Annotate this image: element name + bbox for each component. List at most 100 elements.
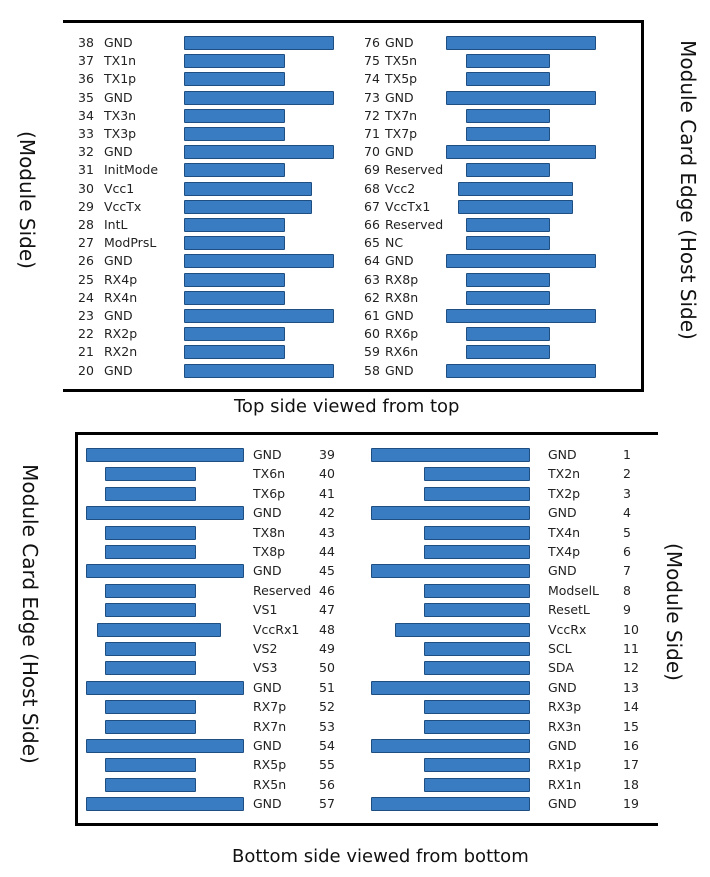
- pin-number: 29: [78, 198, 94, 214]
- pin-number: 30: [78, 180, 94, 196]
- top-left-side-label: (Module Side): [15, 131, 39, 269]
- pin-contact: [458, 181, 573, 196]
- pin-signal-name: NC: [385, 235, 404, 251]
- pin-number: 7: [623, 563, 631, 579]
- pin-signal-name: TX1n: [104, 53, 137, 69]
- pin-signal-name: GND: [253, 563, 282, 579]
- pin-signal-name: GND: [548, 796, 577, 812]
- pin-contact: [105, 758, 196, 773]
- pin-number: 36: [78, 71, 94, 87]
- pin-signal-name: ModselL: [548, 582, 600, 598]
- pin-signal-name: VccRx1: [253, 621, 300, 637]
- pin-number: 38: [78, 35, 94, 50]
- pin-contact: [184, 181, 312, 196]
- pin-contact: [466, 54, 550, 69]
- pin-signal-name: TX5p: [385, 71, 418, 87]
- pin-signal-name: GND: [253, 679, 282, 695]
- pin-contact: [466, 345, 550, 360]
- pin-signal-name: GND: [104, 89, 133, 105]
- pin-number: 45: [319, 563, 335, 579]
- pin-number: 59: [364, 344, 380, 360]
- pin-contact: [105, 642, 196, 656]
- pin-contact: [371, 564, 530, 579]
- pin-number: 3: [623, 485, 631, 501]
- pin-signal-name: GND: [548, 563, 577, 579]
- pin-contact: [458, 199, 573, 214]
- pin-signal-name: RX4n: [104, 289, 138, 305]
- pin-signal-name: Reserved: [253, 582, 312, 598]
- pin-signal-name: TX2p: [548, 485, 581, 501]
- pin-contact: [184, 290, 285, 305]
- pin-contact: [424, 603, 530, 618]
- pin-contact: [105, 777, 196, 792]
- pin-signal-name: GND: [385, 253, 414, 269]
- pin-number: 11: [623, 641, 639, 656]
- pin-contact: [424, 758, 530, 773]
- pin-number: 52: [319, 699, 335, 715]
- pin-signal-name: GND: [253, 738, 282, 753]
- pin-signal-name: RX3n: [548, 718, 582, 734]
- pin-contact: [105, 545, 196, 559]
- pin-number: 43: [319, 524, 335, 540]
- pin-number: 35: [78, 89, 94, 105]
- pin-signal-name: GND: [385, 362, 414, 378]
- pin-contact: [466, 163, 550, 178]
- pin-contact: [105, 486, 196, 501]
- pin-number: 60: [364, 326, 380, 342]
- pin-number: 41: [319, 485, 335, 501]
- pin-signal-name: GND: [104, 144, 133, 160]
- pin-number: 39: [319, 447, 335, 462]
- pin-number: 32: [78, 144, 94, 160]
- pin-contact: [424, 642, 530, 656]
- pin-signal-name: TX7n: [385, 107, 418, 123]
- pin-number: 19: [623, 796, 639, 812]
- pin-contact: [446, 90, 596, 105]
- pin-signal-name: VccTx: [104, 198, 142, 214]
- pin-number: 9: [623, 602, 631, 618]
- pin-number: 68: [364, 180, 380, 196]
- pin-signal-name: InitMode: [104, 162, 159, 178]
- pin-number: 15: [623, 718, 639, 734]
- pin-contact: [466, 272, 550, 287]
- pin-number: 28: [78, 217, 94, 232]
- pin-contact: [371, 797, 530, 812]
- pin-signal-name: RX3p: [548, 699, 582, 715]
- pin-contact: [105, 603, 196, 618]
- pin-signal-name: GND: [385, 89, 414, 105]
- pin-number: 62: [364, 289, 380, 305]
- pin-signal-name: GND: [104, 253, 133, 269]
- pin-number: 50: [319, 660, 335, 676]
- pin-number: 44: [319, 544, 335, 559]
- pin-contact: [466, 127, 550, 141]
- pin-contact: [184, 54, 285, 69]
- pin-signal-name: GND: [104, 35, 133, 50]
- pin-number: 75: [364, 53, 380, 69]
- pin-contact: [184, 327, 285, 342]
- pin-number: 14: [623, 699, 639, 715]
- pin-contact: [446, 309, 596, 323]
- pin-signal-name: Vcc1: [104, 180, 135, 196]
- pin-signal-name: GND: [253, 505, 282, 521]
- pin-signal-name: VS3: [253, 660, 278, 676]
- pin-contact: [105, 467, 196, 482]
- pin-contact: [466, 218, 550, 232]
- pin-contact: [371, 506, 530, 521]
- pin-signal-name: GND: [253, 447, 282, 462]
- pin-contact: [446, 36, 596, 50]
- pin-contact: [424, 467, 530, 482]
- pin-contact: [86, 680, 244, 695]
- pin-contact: [105, 525, 196, 540]
- pin-number: 72: [364, 107, 380, 123]
- pin-signal-name: ResetL: [548, 602, 590, 618]
- pin-signal-name: GND: [104, 308, 133, 323]
- pin-number: 24: [78, 289, 94, 305]
- pin-number: 54: [319, 738, 335, 753]
- pin-number: 64: [364, 253, 380, 269]
- pin-signal-name: GND: [548, 447, 577, 462]
- pin-number: 8: [623, 582, 631, 598]
- bottom-caption: Bottom side viewed from bottom: [232, 846, 529, 867]
- pin-contact: [184, 108, 285, 123]
- pin-signal-name: GND: [548, 505, 577, 521]
- pin-signal-name: GND: [548, 738, 577, 753]
- pin-number: 22: [78, 326, 94, 342]
